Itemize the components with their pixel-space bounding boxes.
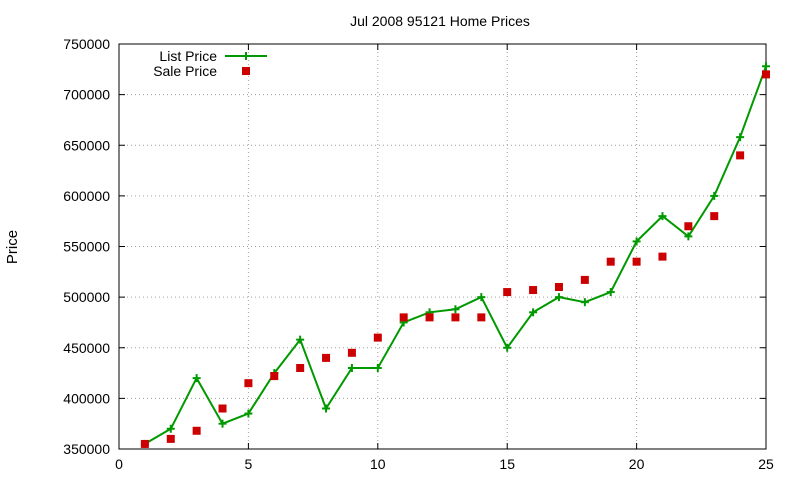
sale-price-point [632, 257, 641, 266]
sale-price-point [606, 257, 615, 266]
sale-price-point [399, 313, 408, 322]
x-tick-label: 15 [499, 456, 515, 472]
y-tick-label: 600000 [63, 188, 110, 204]
list-price-point [166, 424, 175, 433]
sale-price-point [684, 222, 693, 231]
sale-price-point [192, 426, 201, 435]
y-tick-label: 550000 [63, 239, 110, 255]
sale-price-point [529, 286, 538, 295]
legend-label-list-price: List Price [159, 48, 217, 64]
sale-price-point [477, 313, 486, 322]
sale-price-point [218, 404, 227, 413]
y-tick-label: 350000 [63, 441, 110, 457]
y-axis-label: Price [4, 230, 21, 264]
list-price-point [684, 232, 693, 241]
series [140, 62, 770, 448]
legend-swatch-sale-price [242, 67, 250, 75]
y-tick-label: 500000 [63, 289, 110, 305]
sale-price-point [425, 313, 434, 322]
list-price-point [347, 364, 356, 372]
list-price-point [451, 305, 460, 314]
list-price-point [529, 308, 538, 317]
sale-price-point [296, 364, 305, 372]
sale-price-point [347, 348, 356, 357]
list-price-point [244, 409, 253, 418]
sale-price-point [736, 151, 745, 160]
list-price-point [762, 62, 770, 71]
y-axis: 350000 400000 450000 500000 550000 600000 6500… [63, 36, 766, 457]
list-price-point [606, 288, 615, 297]
y-tick-label: 450000 [63, 340, 110, 356]
sale-price-point [244, 379, 253, 388]
sale-price-point [373, 333, 382, 342]
legend: List Price Sale Price [153, 48, 267, 79]
sale-price-point [451, 313, 460, 322]
x-tick-label: 0 [115, 456, 123, 472]
legend-label-sale-price: Sale Price [153, 63, 217, 79]
list-price-point [503, 343, 512, 352]
list-price-point [554, 293, 563, 302]
x-tick-label: 20 [629, 456, 645, 472]
sale-price-point [140, 439, 149, 448]
y-tick-label: 700000 [63, 87, 110, 103]
x-tick-label: 5 [245, 456, 253, 472]
y-tick-label: 650000 [63, 137, 110, 153]
sale-price-point [166, 434, 175, 443]
list-price-point [736, 133, 745, 142]
sale-price-point [762, 70, 770, 79]
list-price-point [296, 335, 305, 344]
sale-price-point [658, 252, 667, 261]
legend-swatch-list-price [225, 52, 267, 60]
x-tick-label: 25 [758, 456, 774, 472]
plot-frame [118, 43, 767, 450]
x-tick-label: 10 [370, 456, 386, 472]
y-tick-label: 400000 [63, 390, 110, 406]
chart-title: Jul 2008 95121 Home Prices [350, 13, 530, 29]
sale-price-point [503, 288, 512, 297]
series-line-list-price [144, 65, 767, 445]
list-price-point [192, 374, 201, 383]
list-price-point [580, 298, 589, 307]
list-price-point [218, 419, 227, 428]
sale-price-point [554, 283, 563, 291]
legend-marker-sale-price [242, 67, 250, 75]
sale-price-point [580, 275, 589, 284]
sale-price-point [322, 353, 331, 362]
list-price-point [373, 364, 382, 372]
y-tick-label: 750000 [63, 36, 110, 52]
list-price-point [322, 404, 331, 413]
sale-price-point [270, 372, 279, 381]
grid [119, 44, 766, 449]
list-price-point [632, 237, 641, 246]
sale-price-point [710, 212, 719, 221]
legend-marker-list-price [242, 52, 250, 60]
x-axis: 0 5 10 15 20 25 [115, 44, 774, 472]
list-price-point [710, 191, 719, 200]
list-price-point [477, 293, 486, 302]
list-price-point [658, 212, 667, 221]
